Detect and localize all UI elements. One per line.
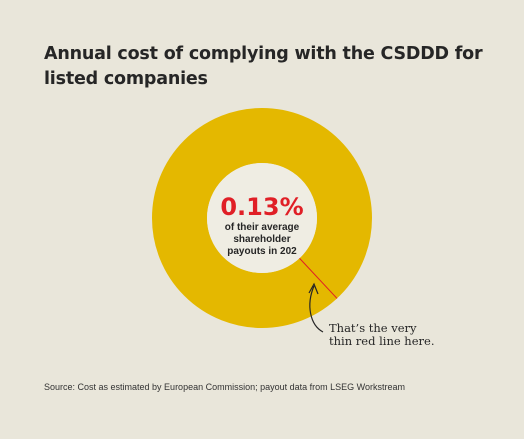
donut-slice-csddd-cost [299, 257, 338, 299]
center-caption-line: payouts in 202 [227, 246, 297, 257]
annotation-arrow [309, 285, 324, 333]
donut-slice-remainder [152, 108, 372, 328]
annotation-text: That’s the very thin red line here. [329, 321, 435, 348]
annotation-arrowhead [308, 282, 319, 295]
center-caption-line: of their average [225, 222, 300, 233]
center-value: 0.13% [220, 193, 303, 221]
center-caption-line: shareholder [233, 234, 290, 245]
donut-center [207, 163, 317, 273]
chart-title: Annual cost of complying with the CSDDD … [44, 44, 483, 89]
source-note: Source: Cost as estimated by European Co… [44, 382, 405, 392]
